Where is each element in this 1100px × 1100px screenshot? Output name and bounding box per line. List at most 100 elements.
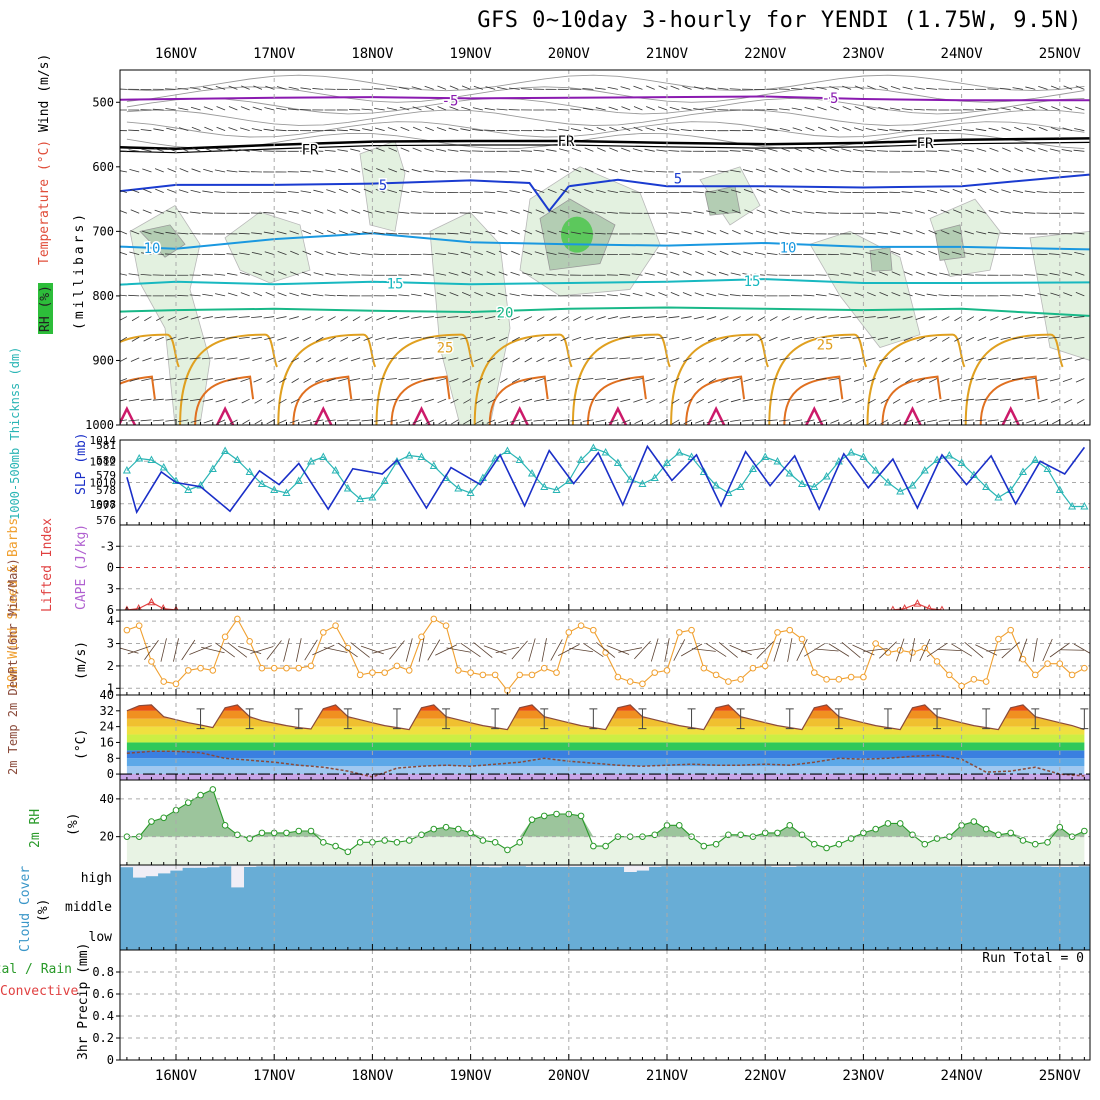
- wind-barb: [300, 87, 312, 90]
- wind10-barb: [495, 646, 520, 654]
- wind-barb: [436, 378, 447, 382]
- temp-contour-30: [881, 375, 942, 425]
- wind-barb: [1061, 316, 1073, 318]
- wind-barb: [940, 251, 950, 255]
- wind-barb: [732, 378, 741, 383]
- wind-barb: [1063, 85, 1073, 90]
- wind-barb: [999, 378, 1011, 380]
- wind-barb: [535, 378, 545, 383]
- wind-barb: [201, 274, 213, 276]
- wind10-barb: [705, 643, 727, 657]
- wind-barb: [411, 398, 422, 402]
- wind-barb: [449, 106, 459, 111]
- wind-barb: [902, 316, 913, 320]
- wind-barb: [1025, 168, 1036, 173]
- wind-barb: [855, 419, 864, 425]
- wind-barb: [312, 293, 324, 297]
- wind-barb: [447, 316, 459, 318]
- wind-barb: [1036, 357, 1048, 360]
- wind-barb: [535, 230, 545, 235]
- gridlines: [175, 610, 1061, 695]
- wind-barb: [276, 107, 287, 111]
- wind-barb: [1012, 211, 1024, 214]
- wind-barb: [816, 398, 827, 402]
- wind-barb: [903, 250, 913, 255]
- wind-barb: [275, 211, 287, 214]
- wind-barb: [963, 129, 974, 132]
- wind-barb: [473, 336, 483, 341]
- temp-band: [126, 704, 1085, 711]
- wind-barb: [594, 87, 606, 90]
- wind-barb: [386, 232, 397, 235]
- rh2m-point: [381, 837, 388, 844]
- wind-barb: [1038, 126, 1048, 132]
- minmax-bar: [1031, 708, 1040, 730]
- wind-barb: [315, 336, 324, 342]
- wind-barb: [447, 252, 459, 255]
- wind10-barb: [1049, 642, 1070, 658]
- wind-barb: [130, 188, 140, 194]
- thickness-tick-label: 577: [96, 499, 116, 512]
- wind-barb: [338, 168, 348, 173]
- wind-barb: [302, 230, 312, 235]
- thickness-point: [282, 488, 291, 496]
- wind-barb: [682, 251, 692, 255]
- temp-contour-35: [412, 406, 431, 425]
- wind-barb: [300, 109, 312, 111]
- wind-barb: [633, 126, 643, 132]
- minmax-bar: [294, 708, 303, 730]
- wind-barb: [131, 316, 140, 322]
- wind-barb: [512, 357, 520, 363]
- rh2m-area-low: [126, 789, 1085, 865]
- wind10-speed-point: [602, 649, 609, 656]
- contour-label: 5: [379, 178, 387, 194]
- wind-barb: [950, 149, 962, 152]
- wind-barb: [1038, 86, 1048, 90]
- wind-barb: [228, 398, 238, 403]
- wind-barb: [1000, 336, 1011, 340]
- wind-barb: [707, 230, 717, 235]
- wind10-speed-point: [467, 669, 474, 676]
- wind-barb: [362, 357, 373, 361]
- wind-barb: [731, 209, 741, 214]
- rh-shading: [809, 230, 921, 349]
- cloud-high-gap: [317, 865, 330, 867]
- wind-barb: [670, 85, 680, 90]
- rh2m-point: [160, 814, 168, 822]
- cloud-high-gap: [587, 865, 600, 867]
- wind-barb: [954, 336, 962, 342]
- wind10-speed-point: [860, 673, 867, 681]
- thickness-axis-label: 1000-500mb Thicknss (dm): [8, 346, 22, 520]
- wind-barb: [153, 231, 164, 235]
- wind10-speed-point: [639, 680, 646, 688]
- wind10-barb: [127, 645, 151, 655]
- wind-barb: [644, 272, 655, 276]
- wind-barb: [165, 419, 177, 422]
- wind-barb: [607, 211, 618, 214]
- wind-barb: [338, 188, 348, 194]
- wind-barb: [251, 316, 262, 319]
- rh2m-point: [995, 831, 1002, 839]
- wind10-speed-point: [430, 615, 438, 623]
- gridlines: [175, 865, 1061, 950]
- wind-barb: [376, 168, 385, 173]
- wind-barb: [854, 106, 864, 111]
- wind-barb: [953, 209, 962, 214]
- wind-barb: [987, 231, 999, 235]
- wind-barb: [327, 357, 336, 363]
- wind-barb: [817, 147, 827, 152]
- wind-barb: [754, 129, 766, 132]
- cloud-high-gap: [243, 865, 257, 867]
- wind-barb: [189, 398, 201, 402]
- wind-barb: [238, 336, 250, 339]
- wind-barb: [940, 230, 950, 235]
- rh2m-point: [455, 825, 462, 833]
- wind-barb: [803, 87, 815, 90]
- wind-barb: [324, 419, 336, 422]
- wind-barb: [202, 336, 213, 339]
- wind-barb: [867, 85, 876, 90]
- wind-barb: [1074, 251, 1085, 255]
- wind-barb: [412, 147, 422, 152]
- wind-barb: [327, 316, 336, 321]
